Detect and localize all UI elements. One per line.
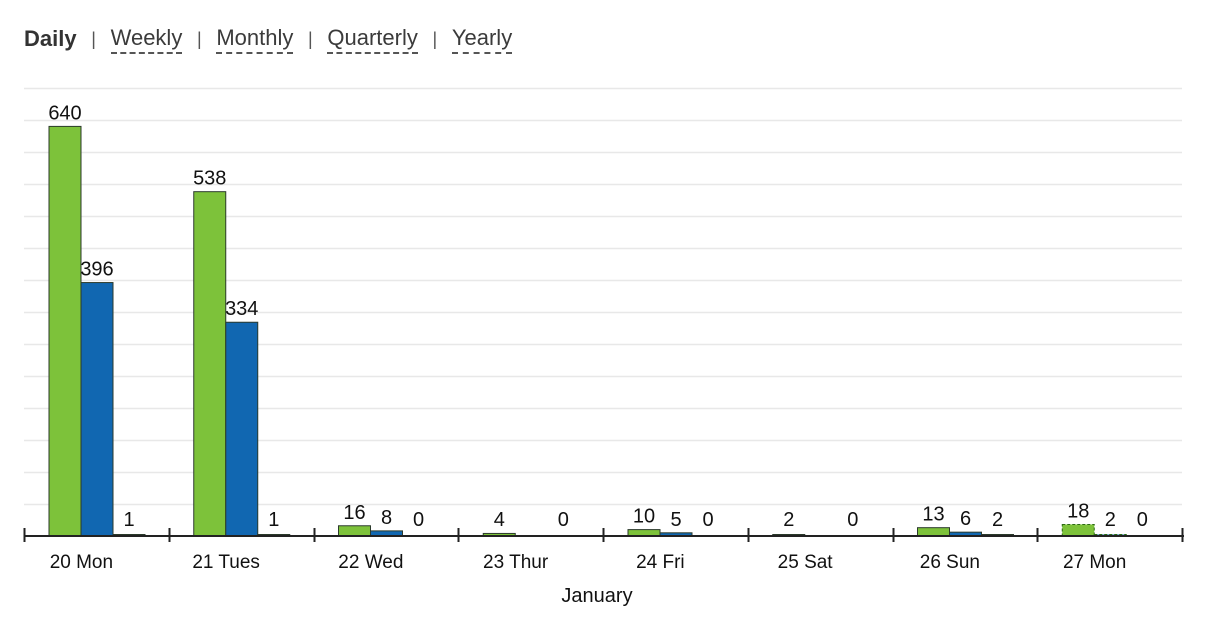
bar [225,321,259,537]
data-label: 2 [783,509,794,531]
data-label: 8 [381,507,392,529]
data-label: 0 [1137,509,1148,531]
bar [917,527,950,537]
x-tick-label: 23 Thur [483,552,549,573]
data-label: 0 [702,509,713,531]
bar [193,191,227,537]
data-label: 0 [413,509,424,531]
tab-separator: | [196,29,202,49]
x-tick-label: 26 Sun [920,552,980,573]
tab-separator: | [432,29,438,49]
data-label: 13 [922,504,944,526]
data-label: 16 [343,502,365,524]
x-tick-label: 24 Fri [636,552,685,573]
bar [1061,523,1095,537]
data-label: 5 [670,509,681,531]
x-tick-label: 20 Mon [50,552,113,573]
bar [80,282,114,537]
bar [338,525,371,537]
data-label: 10 [633,506,655,528]
tab-daily[interactable]: Daily [24,26,77,51]
data-label: 640 [48,102,81,124]
data-label: 538 [193,168,226,190]
data-label: 1 [268,509,279,531]
data-label: 0 [847,509,858,531]
x-tick-label: 22 Wed [338,552,403,573]
data-label: 334 [225,298,258,320]
tab-monthly[interactable]: Monthly [216,24,294,54]
data-label: 2 [1105,509,1116,531]
tab-weekly[interactable]: Weekly [110,24,183,54]
x-tick-label: 27 Mon [1063,552,1126,573]
data-label: 18 [1067,500,1089,522]
data-label: 4 [494,509,505,531]
tab-separator: | [308,29,313,49]
tab-quarterly[interactable]: Quarterly [327,24,418,54]
bar [48,125,82,537]
x-axis-title: January [561,585,632,607]
tab-separator: | [91,29,96,49]
tab-yearly[interactable]: Yearly [451,24,513,54]
x-tick-label: 25 Sat [778,552,834,573]
data-label: 0 [558,509,569,531]
data-label: 6 [960,508,971,530]
period-tabs: Daily | Weekly | Monthly | Quarterly | Y… [24,24,513,54]
data-label: 1 [123,509,134,531]
data-label: 396 [80,259,113,281]
x-tick-label: 21 Tues [192,552,260,573]
data-label: 2 [992,509,1003,531]
